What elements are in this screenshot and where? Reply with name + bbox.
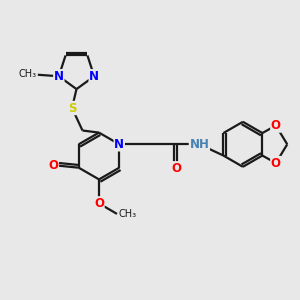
Text: O: O [271, 119, 281, 132]
Text: O: O [48, 159, 59, 172]
Text: N: N [89, 70, 99, 83]
Text: S: S [68, 101, 76, 115]
Text: CH₃: CH₃ [118, 209, 136, 219]
Text: NH: NH [189, 138, 209, 151]
Text: O: O [271, 157, 281, 169]
Text: O: O [172, 162, 182, 175]
Text: N: N [54, 70, 64, 83]
Text: N: N [114, 138, 124, 151]
Text: O: O [94, 197, 104, 210]
Text: CH₃: CH₃ [18, 69, 36, 79]
